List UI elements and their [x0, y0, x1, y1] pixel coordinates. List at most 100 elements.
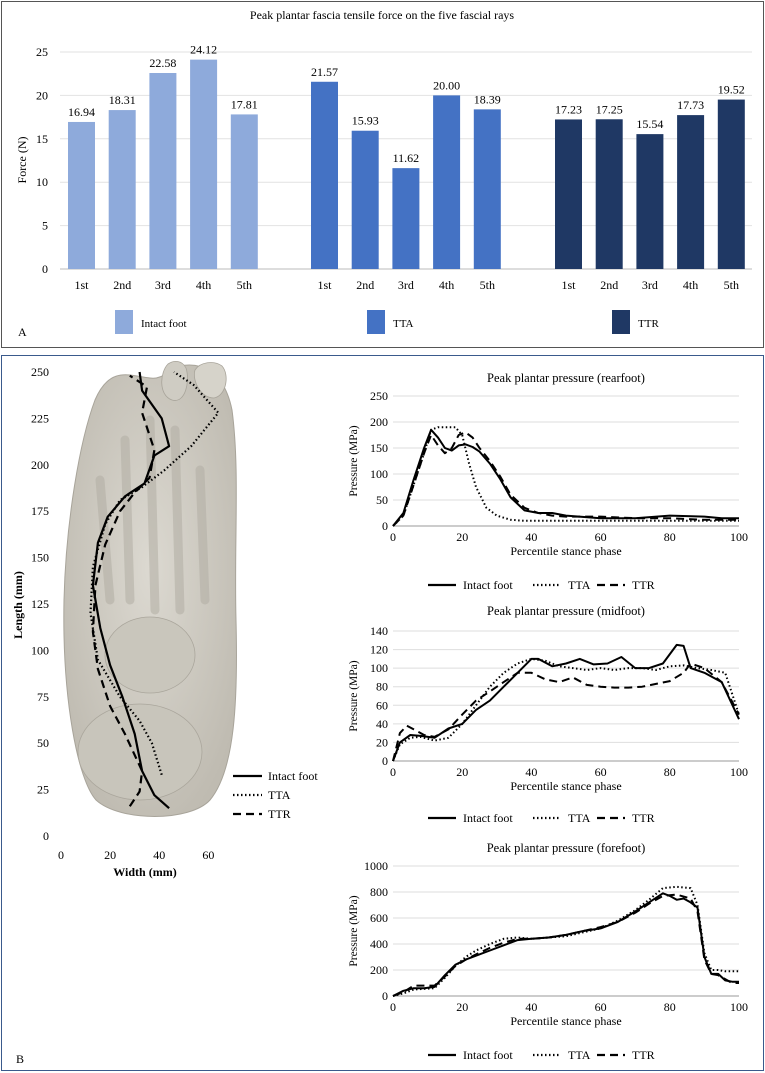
y-tick-label: 20 — [376, 735, 388, 749]
data-label: 18.39 — [474, 92, 501, 106]
y-tick-label: 0 — [382, 989, 388, 1003]
series-line-intact-foot — [392, 892, 739, 997]
series-line-ttr — [392, 662, 740, 762]
x-tick-label: 100 — [730, 765, 748, 779]
bar-ttr — [555, 119, 582, 269]
midfoot-pressure-chart: Peak plantar pressure (midfoot) 0 20 40 60 80… — [348, 604, 748, 825]
x-tick-label: 80 — [664, 530, 676, 544]
bar-tta — [433, 95, 461, 270]
data-label: 22.58 — [149, 56, 176, 70]
x-tick-label: 4th — [439, 278, 454, 292]
x-tick-label: 20 — [456, 530, 468, 544]
y-tick-label: 175 — [31, 504, 49, 518]
x-tick-label: 80 — [664, 765, 676, 779]
y-tick-label: 200 — [370, 963, 388, 977]
data-label: 17.73 — [677, 98, 704, 112]
y-tick-label: 15 — [36, 132, 48, 146]
y-tick-label: 0 — [42, 262, 48, 276]
forefoot-pressure-chart: Peak plantar pressure (forefoot)02004006… — [348, 841, 748, 1062]
chart-title: Peak plantar pressure (forefoot) — [487, 841, 646, 855]
x-tick-label: 20 — [456, 1000, 468, 1014]
x-tick-label: 60 — [595, 530, 607, 544]
x-tick-label: 0 — [58, 848, 64, 862]
data-label: 24.12 — [190, 43, 217, 57]
chart-title: Peak plantar pressure (midfoot) — [487, 604, 645, 618]
y-tick-label: 250 — [370, 389, 388, 403]
y-tick-label: 10 — [36, 175, 48, 189]
y-tick-label: 0 — [382, 754, 388, 768]
y-axis-label: Pressure (MPa) — [348, 660, 360, 731]
legend-label: TTA — [568, 811, 591, 825]
y-tick-label: 20 — [36, 88, 48, 102]
y-tick-label: 200 — [370, 415, 388, 429]
legend-label: TTA — [268, 788, 291, 802]
legend-swatch — [115, 310, 133, 334]
y-tick-label: 100 — [370, 467, 388, 481]
x-tick-label: 5th — [724, 278, 739, 292]
y-tick-label: 225 — [31, 411, 49, 425]
data-label: 17.25 — [596, 102, 623, 116]
bar-ttr — [636, 134, 664, 269]
data-label: 17.81 — [231, 97, 258, 111]
x-tick-label: 40 — [525, 530, 537, 544]
y-tick-label: 25 — [36, 45, 48, 59]
legend-label: TTR — [268, 807, 291, 821]
panel-a — [1, 1, 764, 348]
legend-label: Intact foot — [463, 578, 513, 592]
chart-title: Peak plantar fascia tensile force on the… — [250, 8, 515, 22]
y-tick-label: 100 — [370, 661, 388, 675]
data-label: 15.54 — [636, 117, 663, 131]
bar-chart: Peak plantar fascia tensile force on the… — [15, 8, 752, 334]
bar-intact-foot — [230, 114, 258, 269]
x-tick-label: 60 — [595, 765, 607, 779]
foot-illustration — [63, 360, 238, 817]
legend-label: TTR — [632, 578, 655, 592]
x-axis-label: Percentile stance phase — [510, 779, 621, 793]
y-tick-label: 140 — [370, 624, 388, 638]
y-tick-label: 0 — [382, 519, 388, 533]
x-tick-label: 3rd — [155, 278, 171, 292]
legend-label: Intact foot — [141, 318, 187, 330]
x-tick-label: 40 — [153, 848, 165, 862]
x-tick-label: 3rd — [398, 278, 414, 292]
legend-label: TTA — [393, 318, 414, 330]
y-tick-label: 100 — [31, 643, 49, 657]
panel-b-label: B — [16, 1052, 24, 1066]
legend-label: TTA — [568, 578, 591, 592]
y-tick-label: 50 — [376, 493, 388, 507]
panel-b — [1, 355, 764, 1071]
bar-intact-foot — [190, 59, 218, 270]
chart-title: Peak plantar pressure (rearfoot) — [487, 371, 645, 385]
x-tick-label: 0 — [390, 530, 396, 544]
legend-label: Intact foot — [268, 769, 318, 783]
rearfoot-pressure-chart: Peak plantar pressure (rearfoot) 0 50 100 15… — [348, 371, 748, 592]
x-tick-label: 2nd — [356, 278, 374, 292]
x-axis-label: Percentile stance phase — [510, 1014, 621, 1028]
series-line-tta — [392, 657, 740, 762]
y-tick-label: 80 — [376, 680, 388, 694]
data-label: 16.94 — [68, 105, 95, 119]
y-tick-label: 125 — [31, 597, 49, 611]
x-tick-label: 1st — [317, 278, 332, 292]
series-line-tta — [392, 885, 739, 997]
y-axis-label: Length (mm) — [11, 571, 25, 639]
y-axis-label: Pressure (MPa) — [348, 895, 360, 966]
x-tick-label: 1st — [74, 278, 89, 292]
x-tick-label: 4th — [196, 278, 211, 292]
y-tick-label: 75 — [37, 690, 49, 704]
y-axis-label: Pressure (MPa) — [348, 425, 360, 496]
x-tick-label: 4th — [683, 278, 698, 292]
y-tick-label: 1000 — [364, 859, 388, 873]
data-label: 21.57 — [311, 65, 338, 79]
x-tick-label: 20 — [104, 848, 116, 862]
x-tick-label: 0 — [390, 765, 396, 779]
bar-intact-foot — [108, 110, 136, 269]
bar-ttr — [677, 115, 705, 269]
y-tick-label: 150 — [370, 441, 388, 455]
series-line-ttr — [91, 374, 156, 807]
series-line-intact-foot — [392, 428, 739, 527]
legend-swatch — [367, 310, 385, 334]
y-tick-label: 60 — [376, 698, 388, 712]
y-tick-label: 200 — [31, 458, 49, 472]
